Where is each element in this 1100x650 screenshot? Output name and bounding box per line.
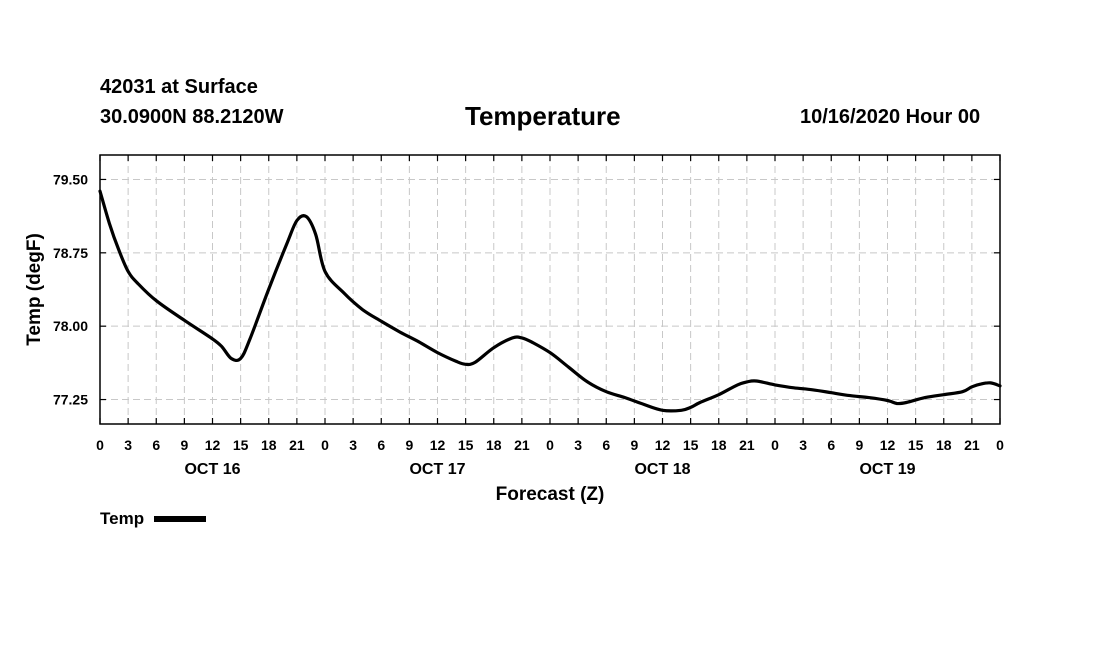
y-tick-label: 77.25 [53, 392, 88, 408]
temp-series-line [98, 189, 1002, 413]
chart-title: Temperature [465, 101, 621, 131]
station-coordinates: 30.0900N 88.2120W [100, 106, 284, 128]
x-tick-label: 9 [180, 437, 188, 453]
x-tick-label: 0 [996, 437, 1004, 453]
x-tick-label: 6 [827, 437, 835, 453]
legend-line-swatch [154, 516, 207, 522]
station-label: 42031 at Surface [100, 76, 258, 98]
x-tick-label: 6 [152, 437, 160, 453]
legend-label: Temp [100, 509, 145, 528]
x-tick-label: 18 [936, 437, 952, 453]
x-tick-label: 18 [486, 437, 502, 453]
x-tick-label: 6 [602, 437, 610, 453]
series-layer [98, 189, 1002, 413]
x-tick-label: 0 [546, 437, 554, 453]
grid-lines [100, 155, 1000, 424]
x-tick-label: 21 [514, 437, 530, 453]
x-tick-label: 0 [96, 437, 104, 453]
x-tick-label: 21 [964, 437, 980, 453]
y-axis-label: Temp (degF) [24, 233, 45, 346]
forecast-run-time: 10/16/2020 Hour 00 [800, 106, 981, 128]
x-tick-label: 15 [458, 437, 474, 453]
x-tick-label: 18 [261, 437, 277, 453]
x-tick-label: 9 [630, 437, 638, 453]
x-tick-label: 0 [321, 437, 329, 453]
x-tick-label: 6 [377, 437, 385, 453]
x-tick-label: 15 [233, 437, 249, 453]
y-tick-label: 78.00 [53, 318, 88, 334]
x-tick-label: 0 [771, 437, 779, 453]
x-tick-label: 12 [205, 437, 221, 453]
x-tick-label: 12 [655, 437, 671, 453]
x-tick-label: 18 [711, 437, 727, 453]
day-label: OCT 18 [634, 461, 690, 478]
tick-layer: 0 3 6 9 12 15 18 21 0 3 6 9 12 15 18 21 0 3 6 9 12 15 18 21 0 3 6 9… [53, 155, 1004, 478]
x-tick-label: 15 [683, 437, 699, 453]
x-axis-label: Forecast (Z) [496, 484, 605, 505]
x-tick-label: 21 [739, 437, 755, 453]
x-tick-label: 12 [880, 437, 896, 453]
x-tick-label: 21 [289, 437, 305, 453]
day-label: OCT 16 [184, 461, 240, 478]
x-tick-label: 9 [855, 437, 863, 453]
y-tick-label: 79.50 [53, 171, 88, 187]
day-label: OCT 17 [409, 461, 465, 478]
x-tick-label: 12 [430, 437, 446, 453]
x-tick-label: 9 [405, 437, 413, 453]
day-label: OCT 19 [859, 461, 915, 478]
y-tick-label: 78.75 [53, 245, 88, 261]
x-tick-label: 3 [574, 437, 582, 453]
x-tick-label: 15 [908, 437, 924, 453]
legend: Temp [100, 509, 207, 529]
x-tick-label: 3 [799, 437, 807, 453]
x-tick-label: 3 [349, 437, 357, 453]
x-tick-label: 3 [124, 437, 132, 453]
